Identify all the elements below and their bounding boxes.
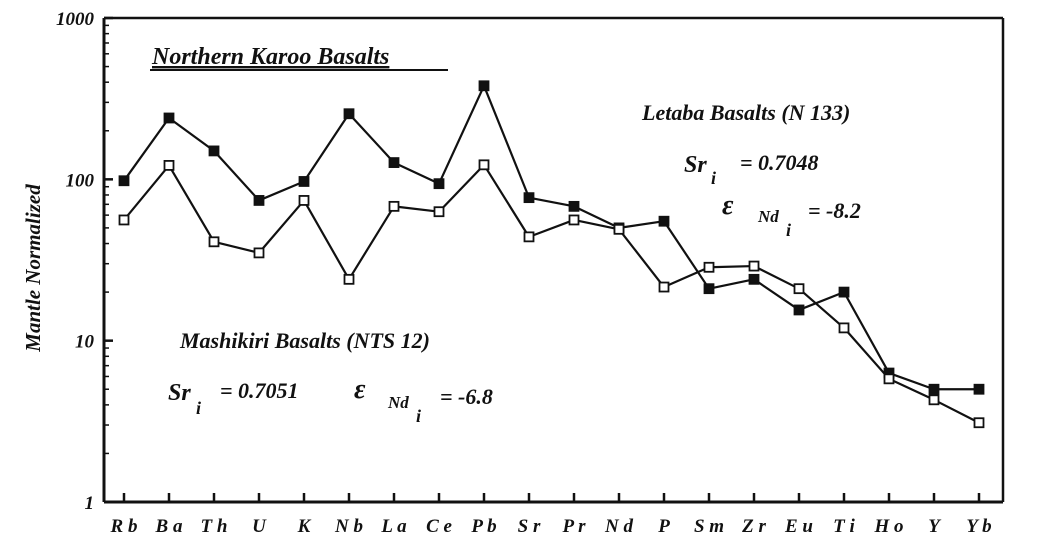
x-tick-label-Yb: Y b xyxy=(966,516,991,537)
point-mashikiri-Th xyxy=(208,236,220,248)
point-letaba-Eu xyxy=(793,304,805,316)
point-letaba-Y xyxy=(928,383,940,395)
y-tick-label-1: 1 xyxy=(85,493,95,514)
x-tick-label-U: U xyxy=(252,516,267,537)
x-tick-label-Nb: N b xyxy=(334,516,363,537)
mashikiri-eps-symbol: ε xyxy=(354,374,366,405)
y-axis-label: Mantle Normalized xyxy=(21,184,45,353)
x-tick-label-Pb: P b xyxy=(470,516,496,537)
x-tick-label-Rb: R b xyxy=(110,516,138,537)
point-mashikiri-Rb xyxy=(118,214,130,226)
point-letaba-K xyxy=(298,176,310,187)
letaba-eps-subscript: Nd xyxy=(757,207,779,226)
chart-title: Northern Karoo Basalts xyxy=(151,44,389,70)
letaba-eps-subsubscript: i xyxy=(786,220,791,240)
point-mashikiri-P xyxy=(658,281,670,293)
point-letaba-Ti xyxy=(838,286,850,298)
point-letaba-Sm xyxy=(703,283,715,295)
x-tick-label-Nd: N d xyxy=(604,516,633,537)
point-mashikiri-Sm xyxy=(703,261,715,273)
letaba-eps-symbol: ε xyxy=(722,190,734,221)
point-letaba-La xyxy=(388,157,400,168)
y-tick-label-10: 10 xyxy=(75,332,95,353)
point-letaba-Ce xyxy=(433,178,445,190)
mashikiri-eps-subscript: Nd xyxy=(387,393,409,412)
point-letaba-Pb xyxy=(478,80,490,92)
x-tick-label-Zr: Z r xyxy=(741,516,766,537)
point-letaba-U xyxy=(253,195,265,206)
letaba-sr-symbol: Sr xyxy=(684,152,707,178)
point-letaba-Rb xyxy=(118,175,130,187)
point-letaba-P xyxy=(658,215,670,227)
point-mashikiri-Y xyxy=(928,394,940,406)
point-mashikiri-Nd xyxy=(613,223,625,235)
point-mashikiri-Pb xyxy=(478,159,490,171)
point-mashikiri-Ce xyxy=(433,206,445,218)
point-mashikiri-La xyxy=(388,200,400,212)
mashikiri-label: Mashikiri Basalts (NTS 12) xyxy=(179,328,430,353)
x-tick-label-Sr: S r xyxy=(518,516,541,537)
letaba-sr-value: = 0.7048 xyxy=(740,150,819,175)
letaba-label: Letaba Basalts (N 133) xyxy=(641,100,850,125)
point-letaba-Pr xyxy=(568,200,580,212)
x-tick-label-Ce: C e xyxy=(426,516,452,537)
mashikiri-sr-value: = 0.7051 xyxy=(220,378,299,403)
x-tick-label-Ho: H o xyxy=(873,516,903,537)
point-mashikiri-Nb xyxy=(343,273,355,285)
point-mashikiri-K xyxy=(298,195,310,206)
point-mashikiri-Ba xyxy=(163,160,175,171)
point-letaba-Zr xyxy=(748,273,760,285)
point-letaba-Yb xyxy=(973,383,985,395)
point-mashikiri-U xyxy=(253,247,265,259)
y-ticks: 1 10 100 1000 xyxy=(56,9,113,514)
mashikiri-eps-subsubscript: i xyxy=(416,406,421,426)
point-mashikiri-Eu xyxy=(793,283,805,295)
series-line-mashikiri xyxy=(123,163,980,424)
x-tick-label-Ti: T i xyxy=(833,516,855,537)
y-tick-label-1000: 1000 xyxy=(56,9,95,30)
point-mashikiri-Yb xyxy=(973,417,985,429)
point-mashikiri-Zr xyxy=(748,260,760,272)
point-mashikiri-Ho xyxy=(883,373,895,385)
x-tick-label-La: L a xyxy=(380,516,407,537)
series-layer xyxy=(118,80,985,429)
point-letaba-Ba xyxy=(163,112,175,124)
x-tick-label-Th: T h xyxy=(201,516,228,537)
point-letaba-Th xyxy=(208,145,220,157)
x-tick-label-Ba: B a xyxy=(155,516,183,537)
mashikiri-eps-value: = -6.8 xyxy=(440,384,493,409)
x-tick-label-Y: Y xyxy=(928,516,942,537)
y-tick-label-100: 100 xyxy=(66,170,95,191)
x-tick-label-Sm: S m xyxy=(694,516,724,537)
letaba-sr-subscript: i xyxy=(711,168,716,188)
mashikiri-sr-subscript: i xyxy=(196,398,201,418)
series-line-letaba xyxy=(123,84,979,391)
mashikiri-sr-symbol: Sr xyxy=(168,380,191,406)
letaba-eps-value: = -8.2 xyxy=(808,198,861,223)
x-tick-label-Pr: P r xyxy=(561,516,586,537)
point-letaba-Sr xyxy=(523,192,535,204)
x-tick-label-K: K xyxy=(297,516,312,537)
point-letaba-Nb xyxy=(343,108,355,120)
x-tick-label-Eu: E u xyxy=(784,516,813,537)
point-mashikiri-Sr xyxy=(523,231,535,243)
point-mashikiri-Ti xyxy=(838,322,850,334)
point-mashikiri-Pr xyxy=(568,214,580,226)
x-tick-label-P: P xyxy=(657,516,670,537)
